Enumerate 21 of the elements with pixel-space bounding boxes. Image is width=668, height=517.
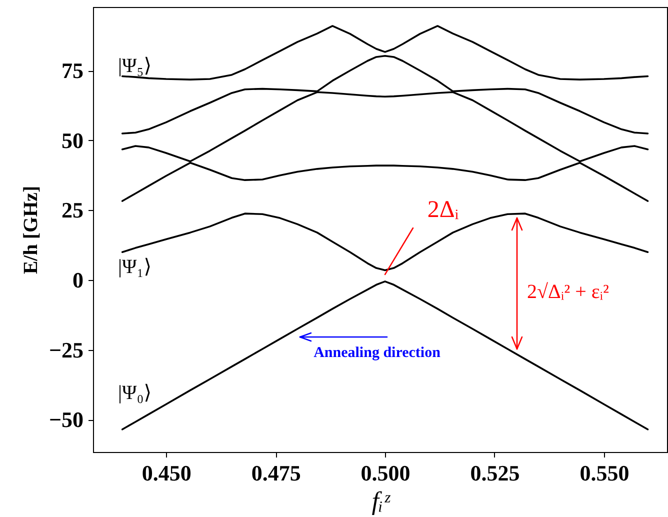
y-tick-label: 0: [72, 268, 84, 293]
x-tick-label: 0.525: [470, 460, 520, 486]
annotation: |Ψ₅⟩: [118, 55, 152, 77]
line-series: [121, 25, 649, 80]
x-axis-title: fᵢᶻ: [372, 486, 392, 516]
x-tick-label: 0.550: [580, 460, 630, 486]
annotation: |Ψ₁⟩: [118, 256, 152, 278]
x-tick-label: 0.475: [251, 460, 301, 486]
annotation: |Ψ₀⟩: [118, 382, 152, 404]
y-tick-label: 50: [62, 128, 84, 153]
y-tick-label: −50: [48, 407, 84, 432]
y-axis-title: E/h [GHz]: [20, 186, 42, 274]
x-tick-label: 0.450: [142, 460, 192, 486]
y-tick-label: 75: [62, 58, 84, 84]
annotation: 2√Δᵢ² + εᵢ²: [527, 281, 610, 303]
annotation: Annealing direction: [314, 345, 442, 361]
y-tick-label: −25: [48, 337, 84, 362]
y-tick-label: 25: [62, 198, 84, 223]
x-tick-label: 0.500: [360, 460, 410, 486]
line-series: [121, 280, 649, 430]
annotation: 2Δᵢ: [427, 197, 459, 223]
